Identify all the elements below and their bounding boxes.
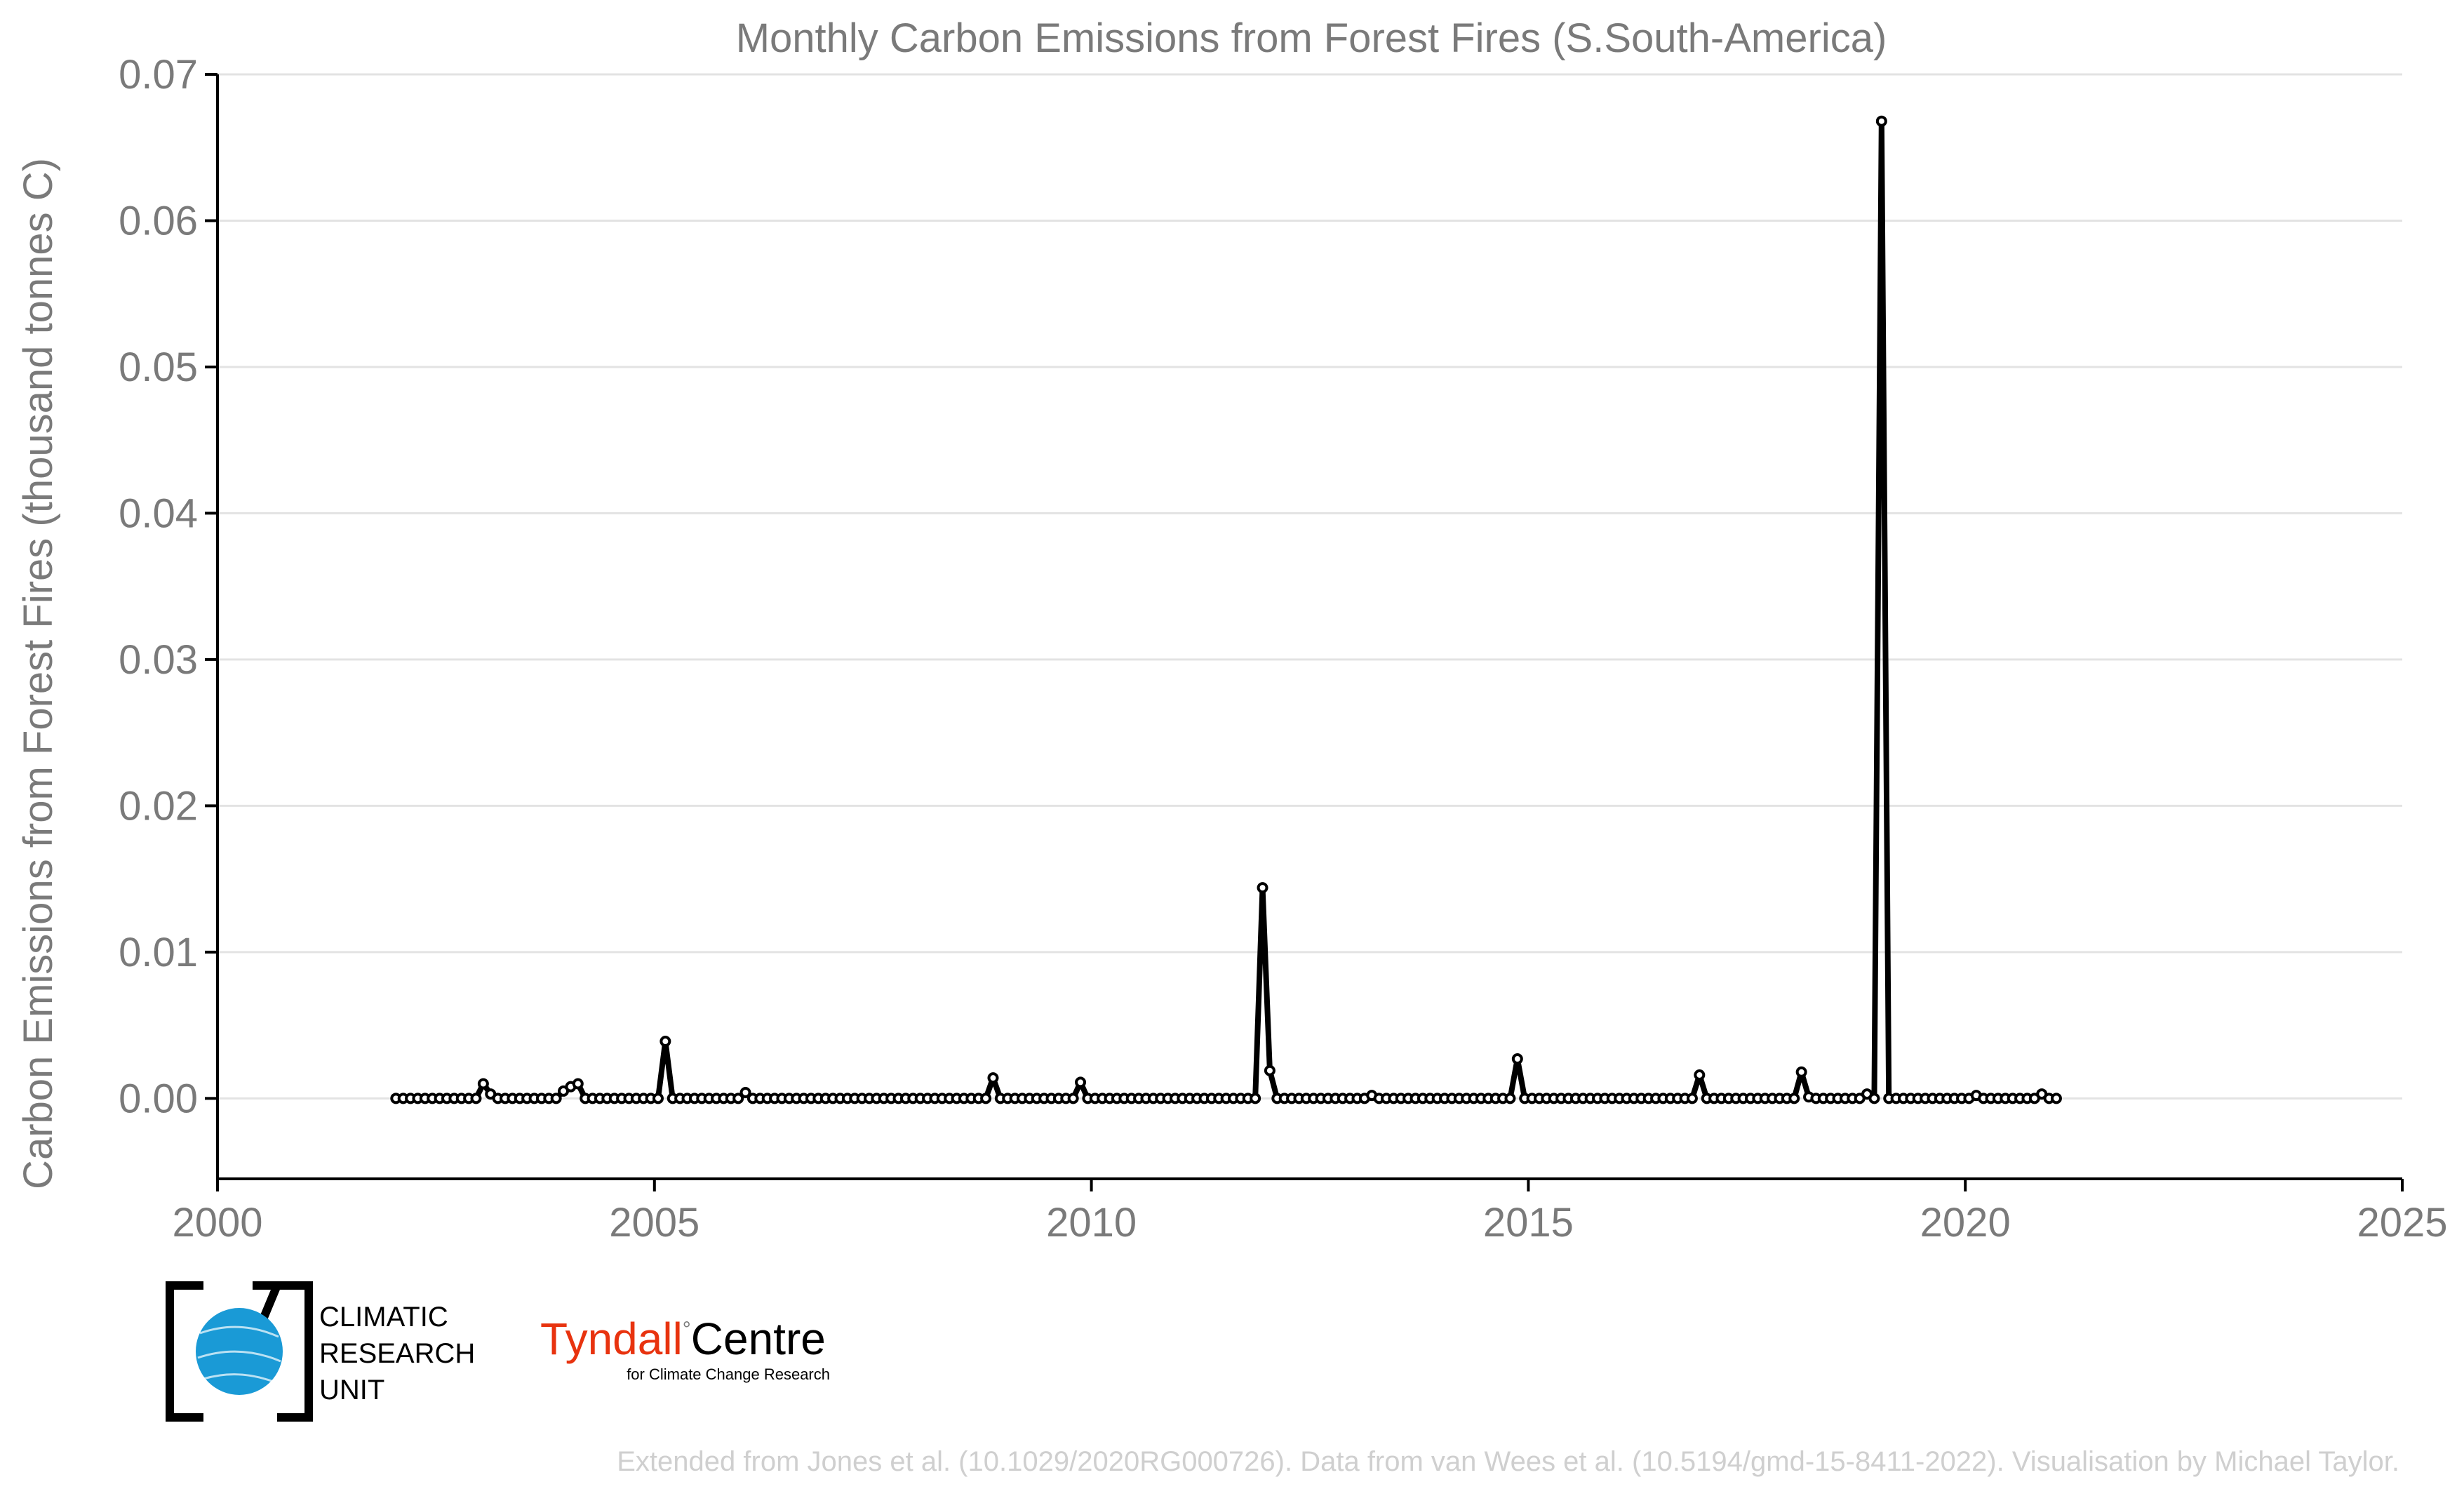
y-tick-label: 0.00 (119, 1076, 198, 1121)
data-point (1875, 115, 1887, 127)
degree-icon: ° (683, 1318, 691, 1341)
data-point (652, 1093, 664, 1104)
x-tick-label: 2005 (609, 1200, 699, 1245)
y-tick-label: 0.03 (119, 637, 198, 683)
y-tick-label: 0.06 (119, 198, 198, 243)
tyndall-logo: Tyndall°Centre for Climate Change Resear… (540, 1314, 830, 1383)
cru-logo: CLIMATIC RESEARCH UNIT (166, 1281, 475, 1422)
cru-bracket-left (166, 1281, 203, 1422)
y-tick-label: 0.07 (119, 52, 198, 98)
data-point (1264, 1064, 1275, 1076)
cru-bracket-right (277, 1281, 313, 1422)
data-point (470, 1093, 482, 1104)
data-point (980, 1093, 992, 1104)
data-point (1504, 1093, 1516, 1104)
y-tick-label: 0.04 (119, 490, 198, 536)
data-point (987, 1072, 999, 1084)
y-tick-label: 0.02 (119, 783, 198, 829)
x-tick-label: 2015 (1483, 1200, 1574, 1245)
axes (205, 73, 2404, 1191)
y-axis-label: Carbon Emissions from Forest Fires (thou… (15, 158, 61, 1189)
x-tick-label: 2000 (172, 1200, 262, 1245)
data-point (1257, 882, 1268, 894)
data-point (1067, 1093, 1079, 1104)
data-point (739, 1086, 751, 1098)
gridlines (217, 73, 2402, 1100)
data-point (1250, 1093, 1261, 1104)
tyndall-wordmark: Tyndall°Centre (540, 1314, 826, 1364)
data-point (1511, 1053, 1523, 1065)
tyndall-subtitle: for Climate Change Research (627, 1365, 830, 1383)
data-point (659, 1036, 671, 1048)
tyndall-centre: Centre (691, 1314, 826, 1364)
data-point (572, 1078, 584, 1090)
data-point (1694, 1069, 1706, 1081)
chart-title: Monthly Carbon Emissions from Forest Fir… (736, 15, 1887, 61)
x-tick-label: 2020 (1920, 1200, 2011, 1245)
x-tick-label: 2025 (2357, 1200, 2447, 1245)
cru-text-line1: CLIMATIC (319, 1302, 448, 1333)
data-point (1075, 1076, 1087, 1088)
data-point (2050, 1093, 2062, 1104)
x-tick-label: 2010 (1046, 1200, 1137, 1245)
data-point (1788, 1093, 1800, 1104)
credit-line: Extended from Jones et al. (10.1029/2020… (617, 1446, 2399, 1477)
cru-text-line2: RESEARCH (319, 1338, 475, 1369)
y-tick-label: 0.05 (119, 345, 198, 390)
tyndall-name: Tyndall (540, 1314, 683, 1364)
data-point (550, 1093, 562, 1104)
data-point (1686, 1093, 1698, 1104)
cru-bracket-slash (259, 1283, 281, 1321)
tick-labels: 0.00 0.01 0.02 0.03 0.04 0.05 0.06 0.07 2000 2005… (119, 52, 2447, 1245)
data-point (477, 1078, 489, 1090)
data-point (1795, 1066, 1807, 1078)
globe-lines (197, 1325, 281, 1384)
cru-text-line3: UNIT (319, 1375, 384, 1405)
series-layer (390, 115, 2062, 1104)
data-point (732, 1093, 744, 1104)
data-point (1868, 1093, 1880, 1104)
y-tick-label: 0.01 (119, 930, 198, 975)
